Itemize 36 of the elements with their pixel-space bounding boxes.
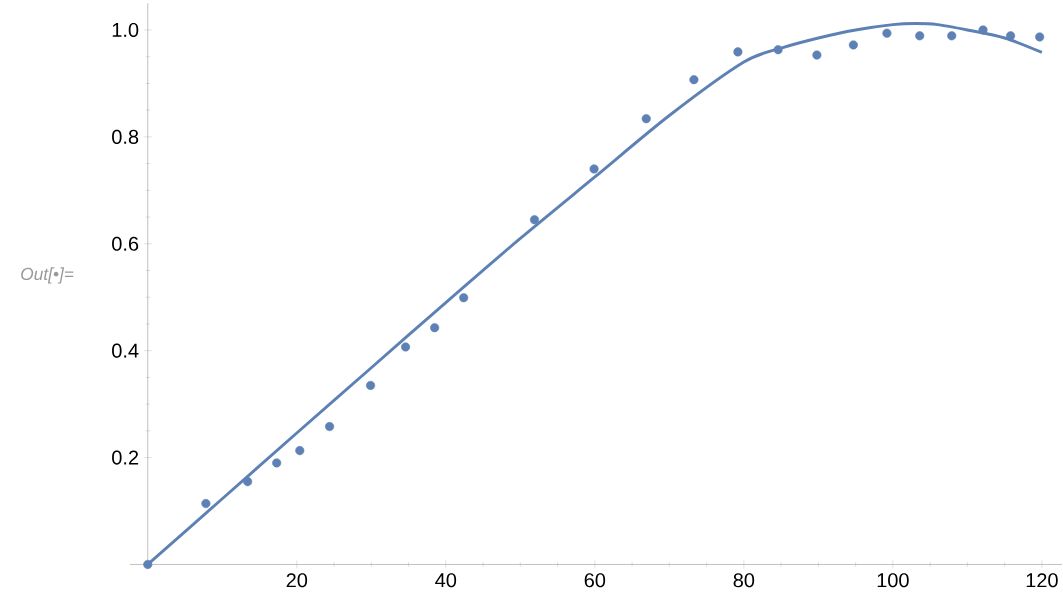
point: [978, 25, 988, 35]
x-tick-label: 20: [286, 572, 308, 588]
y-tick-label: 0.8: [112, 129, 139, 144]
y-tick-label: 0.6: [112, 236, 139, 251]
x-tick-label: 100: [877, 572, 909, 588]
x-tick-label: 120: [1026, 572, 1058, 588]
point: [848, 40, 858, 50]
point: [401, 342, 411, 352]
point: [915, 31, 925, 41]
x-tick-label: 80: [733, 572, 755, 588]
point: [272, 458, 282, 468]
y-tick-label: 0.4: [112, 343, 139, 358]
y-tick-label: 0.2: [112, 450, 139, 465]
text: Out[•]=: [21, 267, 74, 284]
point: [325, 421, 335, 431]
x-tick-label: 60: [584, 572, 606, 588]
point: [295, 445, 305, 455]
point: [430, 322, 440, 333]
point: [366, 380, 376, 390]
point: [459, 293, 469, 303]
point: [1006, 31, 1016, 41]
x-tick-label: 40: [435, 572, 457, 588]
point: [733, 47, 743, 57]
point: [1035, 32, 1045, 42]
point: [773, 45, 783, 55]
point: [529, 214, 540, 225]
point: [243, 476, 253, 486]
point: [882, 28, 892, 38]
point: [641, 113, 651, 124]
point: [589, 164, 599, 174]
point: [947, 31, 957, 41]
point: [689, 74, 699, 84]
point: [143, 559, 153, 569]
y-tick-label: 1.0: [112, 22, 139, 37]
point: [812, 50, 822, 60]
point: [201, 498, 211, 508]
